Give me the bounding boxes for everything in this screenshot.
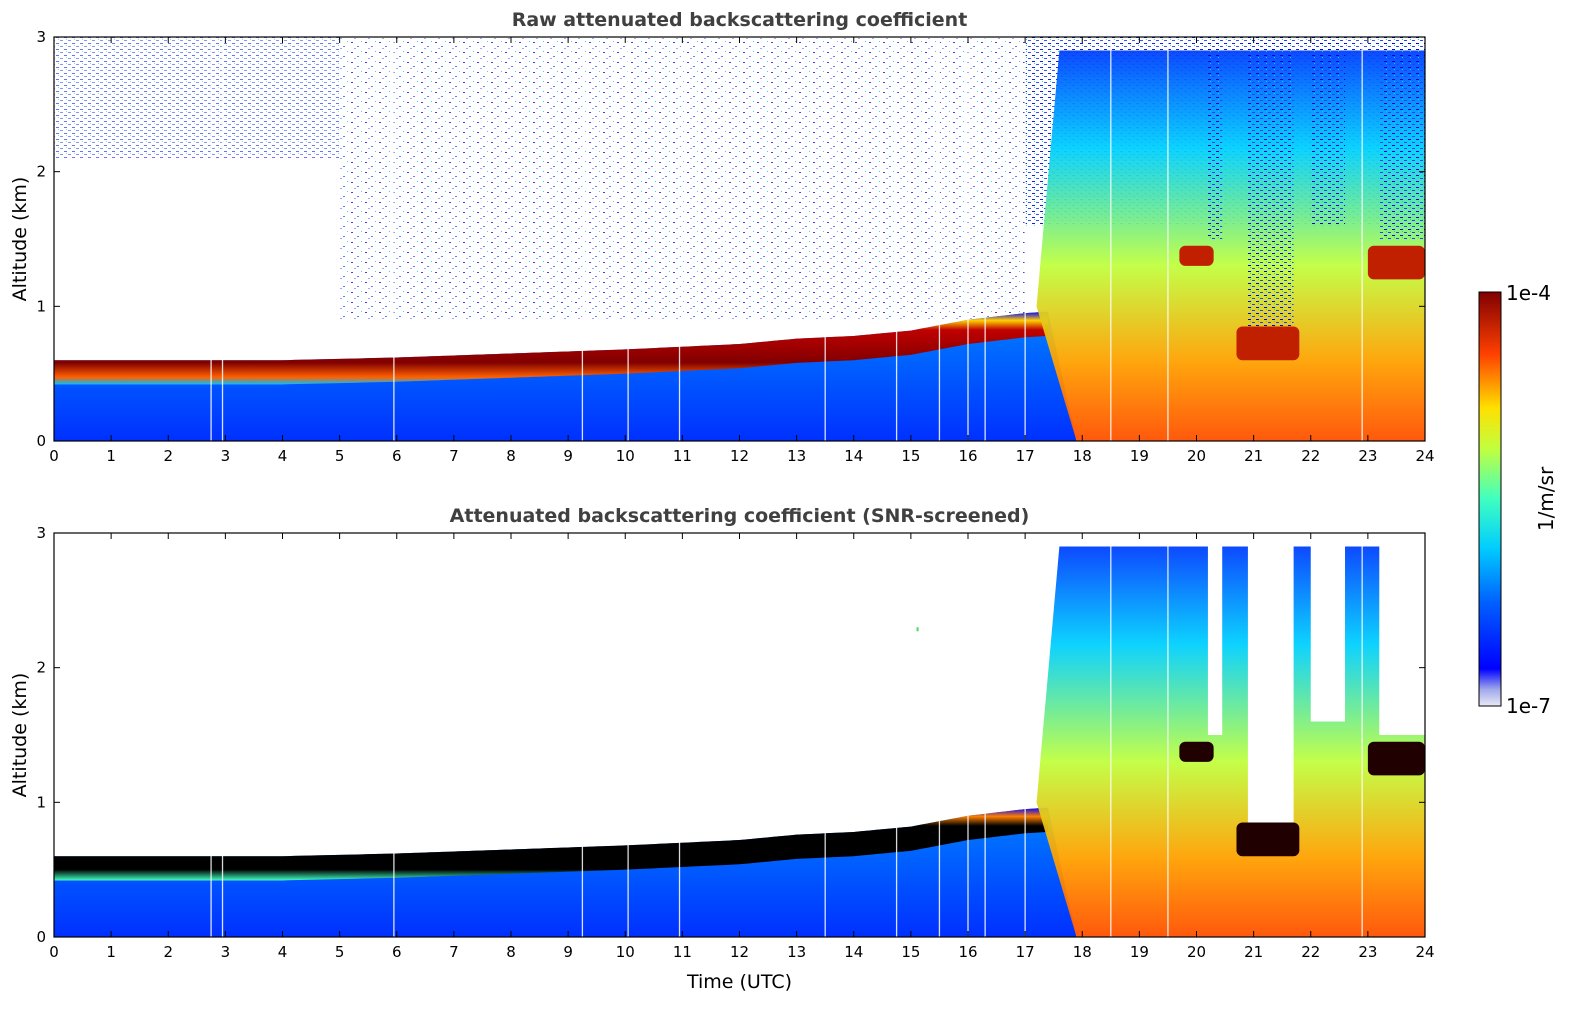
plot-area: [54, 533, 1425, 937]
noise-left: [54, 37, 340, 159]
x-tick-label: 0: [49, 447, 59, 465]
clear-gap-2: [1247, 37, 1294, 334]
x-tick-label: 19: [1130, 447, 1149, 465]
cloud-3: [1367, 741, 1425, 776]
x-tick-label: 24: [1415, 447, 1434, 465]
cloud-1: [1179, 741, 1214, 762]
x-tick-label: 20: [1187, 943, 1206, 961]
x-tick-label: 2: [163, 447, 173, 465]
x-tick-label: 12: [730, 447, 749, 465]
clear-gap-1: [1207, 37, 1223, 239]
x-tick-label: 4: [278, 447, 288, 465]
x-tick-label: 17: [1016, 447, 1035, 465]
y-tick-label: 2: [36, 163, 46, 181]
x-tick-label: 13: [787, 943, 806, 961]
x-tick-label: 14: [844, 943, 863, 961]
x-tick-label: 11: [673, 943, 692, 961]
x-tick-label: 8: [506, 943, 516, 961]
colorbar-min-label: 1e-7: [1506, 694, 1551, 718]
cloud-2: [1236, 326, 1300, 361]
x-tick-label: 10: [616, 943, 635, 961]
panel-2: 0 1 2 3 4 5 6 7 8 9 10 11 12 13 14 15 16 17 18 19 20 21 22 23 24…: [9, 505, 1435, 993]
x-axis-label: Time (UTC): [686, 971, 792, 993]
x-tick-label: 23: [1358, 943, 1377, 961]
x-tick-label: 15: [901, 943, 920, 961]
x-tick-label: 16: [958, 943, 977, 961]
x-tick-label: 5: [335, 943, 345, 961]
x-tick-label: 16: [958, 447, 977, 465]
y-tick-label: 0: [36, 432, 46, 450]
colorbar-max-label: 1e-4: [1506, 281, 1551, 305]
panel-title: Attenuated backscattering coefficient (S…: [450, 505, 1030, 527]
y-axis-label: Altitude (km): [9, 673, 31, 798]
y-tick-label: 1: [36, 297, 46, 315]
clear-gap-4: [1379, 533, 1425, 735]
x-tick-label: 6: [392, 447, 402, 465]
x-tick-label: 18: [1073, 943, 1092, 961]
x-tick-label: 24: [1415, 943, 1434, 961]
x-tick-label: 22: [1301, 447, 1320, 465]
x-tick-label: 20: [1187, 447, 1206, 465]
x-tick-label: 9: [563, 943, 573, 961]
x-tick-label: 21: [1244, 447, 1263, 465]
x-tick-label: 3: [221, 447, 231, 465]
x-tick-label: 6: [392, 943, 402, 961]
cloud-3: [1367, 245, 1425, 280]
colorbar-units-label: 1/m/sr: [1534, 466, 1558, 531]
y-tick-label: 2: [36, 659, 46, 677]
x-tick-label: 7: [449, 943, 459, 961]
x-tick-label: 17: [1016, 943, 1035, 961]
x-tick-label: 1: [106, 943, 116, 961]
x-tick-label: 11: [673, 447, 692, 465]
aerosol-band: [54, 311, 1048, 385]
x-tick-label: 12: [730, 943, 749, 961]
x-tick-label: 10: [616, 447, 635, 465]
cloud-2: [1236, 822, 1300, 857]
x-tick-label: 2: [163, 943, 173, 961]
x-tick-label: 1: [106, 447, 116, 465]
clear-gap-3: [1310, 37, 1346, 226]
x-tick-label: 8: [506, 447, 516, 465]
x-tick-label: 19: [1130, 943, 1149, 961]
noise-speck: [916, 627, 919, 632]
x-tick-label: 4: [278, 943, 288, 961]
colorbar-scale: [1478, 291, 1502, 707]
cloud-1: [1179, 245, 1214, 266]
x-tick-label: 21: [1244, 943, 1263, 961]
panel-1: 0 1 2 3 4 5 6 7 8 9 10 11 12 13 14 15 16 17 18 19 20 21 22 23 24…: [9, 9, 1435, 465]
aerosol-band: [54, 807, 1048, 881]
y-tick-label: 3: [36, 524, 46, 542]
x-tick-label: 18: [1073, 447, 1092, 465]
x-tick-label: 3: [221, 943, 231, 961]
clear-gap-3: [1310, 533, 1346, 722]
y-tick-label: 3: [36, 28, 46, 46]
precipitation-region: [1036, 50, 1425, 441]
x-tick-label: 9: [563, 447, 573, 465]
x-tick-label: 13: [787, 447, 806, 465]
clear-gap-2: [1247, 533, 1294, 830]
x-tick-label: 0: [49, 943, 59, 961]
y-tick-label: 0: [36, 928, 46, 946]
y-axis-label: Altitude (km): [9, 177, 31, 302]
clear-gap-4: [1379, 37, 1425, 239]
x-tick-label: 22: [1301, 943, 1320, 961]
x-tick-label: 15: [901, 447, 920, 465]
y-tick-label: 1: [36, 793, 46, 811]
x-tick-label: 5: [335, 447, 345, 465]
x-tick-label: 23: [1358, 447, 1377, 465]
panel-title: Raw attenuated backscattering coefficien…: [512, 9, 968, 31]
x-tick-label: 7: [449, 447, 459, 465]
x-tick-label: 14: [844, 447, 863, 465]
precipitation-region: [1036, 546, 1425, 937]
noise-mid: [339, 37, 1026, 320]
clear-gap-1: [1207, 533, 1223, 735]
plot-area: [54, 37, 1425, 441]
